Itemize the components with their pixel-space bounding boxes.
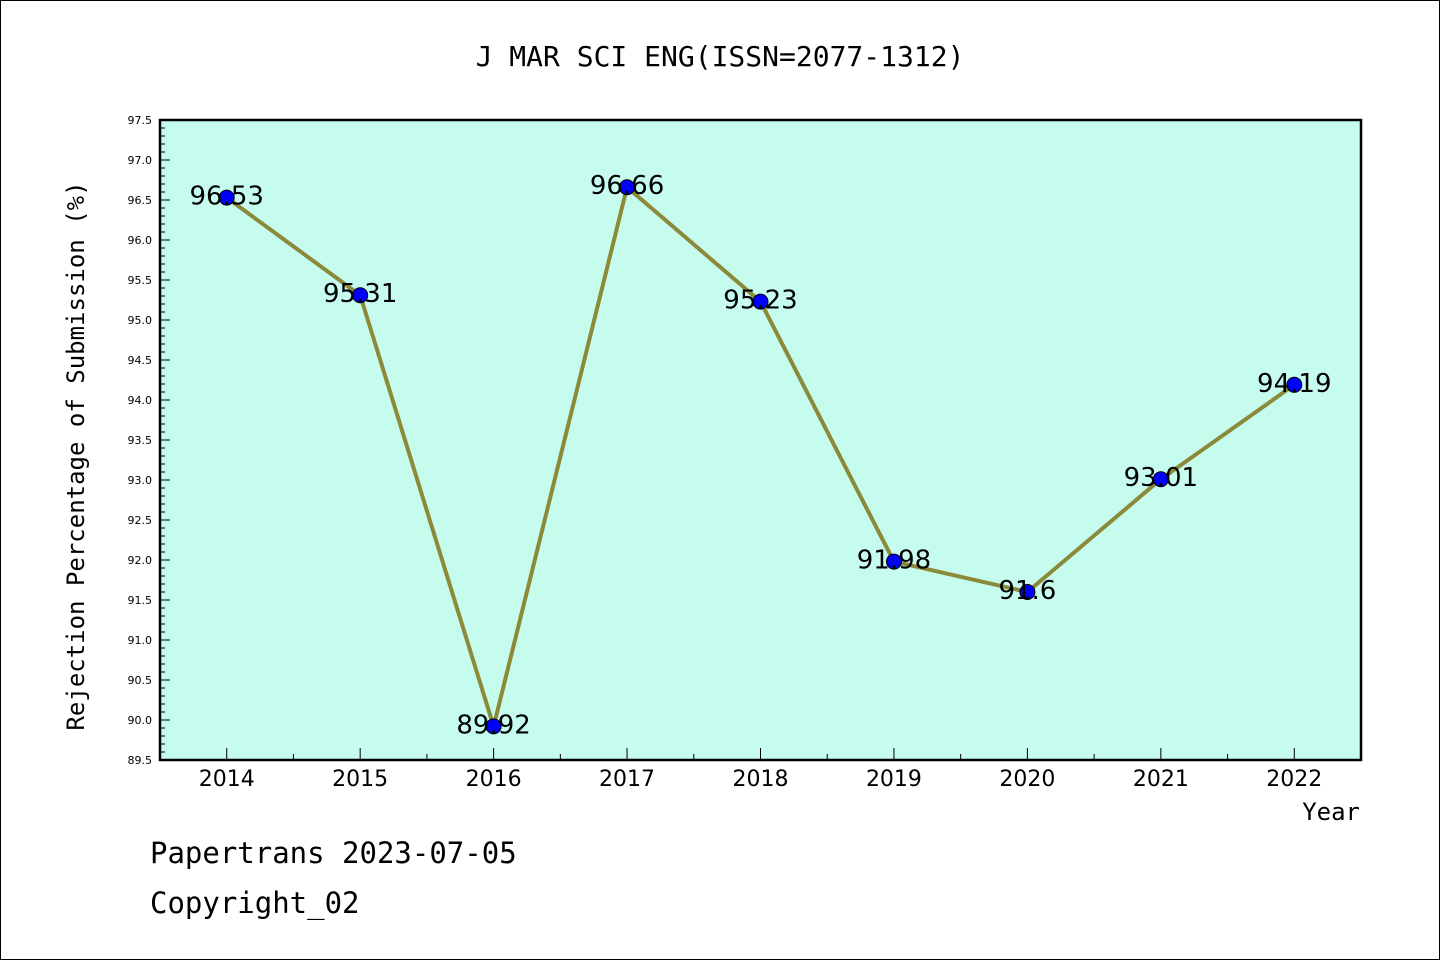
y-tick-label: 94.0	[128, 394, 153, 407]
y-tick-label: 97.0	[128, 154, 153, 167]
data-point	[352, 287, 369, 304]
y-tick-label: 92.5	[128, 514, 153, 527]
y-tick-label: 95.5	[128, 274, 153, 287]
data-point	[1152, 471, 1169, 488]
x-tick-label: 2022	[1266, 767, 1322, 792]
data-point	[619, 179, 636, 196]
x-axis-label: Year	[1302, 798, 1360, 826]
data-point	[1286, 376, 1303, 393]
x-tick-label: 2021	[1133, 767, 1189, 792]
plot-area	[158, 118, 1363, 762]
data-label: 91.6	[998, 576, 1056, 606]
data-point	[752, 293, 769, 310]
y-tick-label: 91.0	[128, 634, 153, 647]
y-tick-label: 96.5	[128, 194, 153, 207]
data-label: 95.23	[723, 286, 797, 316]
x-tick-label: 2014	[199, 767, 255, 792]
data-label: 89.92	[456, 710, 530, 740]
footer-date: Papertrans 2023-07-05	[150, 836, 517, 870]
y-tick-label: 94.5	[128, 354, 153, 367]
y-tick-label: 91.5	[128, 594, 153, 607]
y-axis-label: Rejection Percentage of Submission (%)	[62, 181, 90, 730]
x-tick-label: 2018	[733, 767, 789, 792]
x-tick-label: 2019	[866, 767, 922, 792]
y-tick-label: 90.5	[128, 674, 153, 687]
x-tick-label: 2017	[599, 767, 655, 792]
y-tick-label: 92.0	[128, 554, 153, 567]
data-label: 96.66	[590, 171, 664, 201]
chart-title: J MAR SCI ENG(ISSN=2077-1312)	[476, 40, 965, 73]
y-tick-label: 93.5	[128, 434, 153, 447]
data-point	[1019, 584, 1036, 600]
x-tick-label: 2015	[332, 767, 388, 792]
y-tick-label: 95.0	[128, 314, 153, 327]
data-label: 95.31	[323, 279, 397, 309]
data-label: 96.53	[190, 182, 264, 212]
footer-copyright: Copyright_02	[150, 886, 360, 920]
data-labels: 96.53 95.31 89.92 96.66 95.23 91.98 91.6 93.01 9…	[190, 171, 1332, 740]
data-label: 91.98	[857, 546, 931, 576]
y-tick-label: 97.5	[128, 114, 153, 127]
y-tick-label: 89.5	[128, 754, 153, 767]
data-point	[485, 718, 502, 735]
y-axis: 89.5 90.0 90.5 91.0 91.5 92.0 92.5 93.0 93.5 94.0…	[128, 114, 170, 767]
y-tick-label: 96.0	[128, 234, 153, 247]
y-tick-label: 90.0	[128, 714, 153, 727]
x-tick-label: 2020	[999, 767, 1055, 792]
data-label: 93.01	[1124, 463, 1198, 493]
x-axis: 2014 2015 2016 2017 2018 2019 2020 2021 2022	[199, 748, 1322, 792]
data-markers	[218, 179, 1303, 735]
y-tick-label: 93.0	[128, 474, 153, 487]
x-tick-label: 2016	[466, 767, 522, 792]
data-point	[885, 553, 902, 570]
data-label: 94.19	[1257, 369, 1331, 399]
data-point	[218, 189, 235, 206]
